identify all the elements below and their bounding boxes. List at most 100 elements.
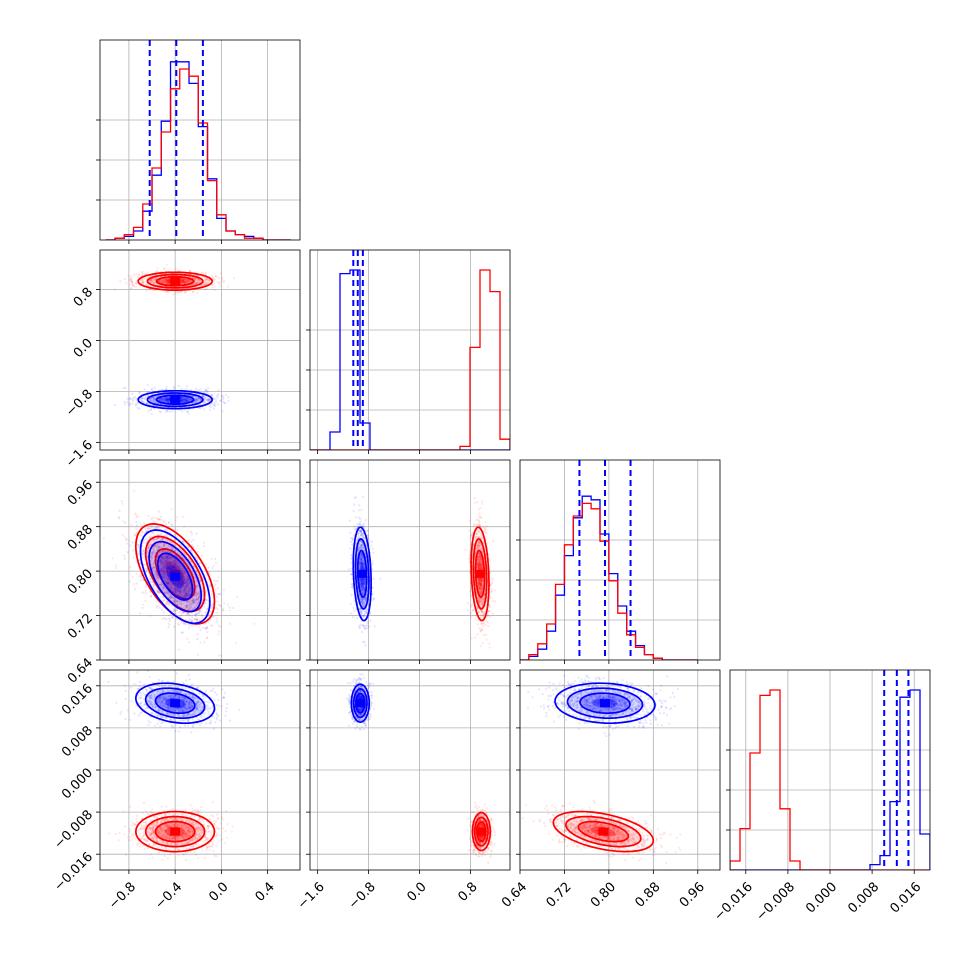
scatter-point	[155, 526, 158, 529]
scatter-point	[161, 281, 164, 284]
scatter-point	[150, 526, 153, 529]
scatter-point	[189, 599, 192, 602]
scatter-point	[163, 566, 166, 569]
scatter-point	[208, 398, 211, 401]
scatter-point	[165, 278, 168, 281]
scatter-point	[142, 280, 145, 283]
scatter-point	[163, 534, 167, 537]
scatter-point	[155, 588, 158, 592]
scatter-point	[134, 396, 137, 399]
scatter-point	[134, 285, 137, 288]
scatter-point	[164, 280, 168, 283]
scatter-point	[146, 550, 149, 553]
scatter-point	[198, 575, 201, 578]
scatter-point	[164, 281, 168, 284]
scatter-point	[196, 612, 199, 615]
scatter-point	[170, 616, 173, 619]
scatter-point	[149, 534, 152, 537]
scatter-point	[165, 396, 168, 399]
scatter-point	[181, 515, 184, 518]
scatter-point	[135, 524, 139, 527]
scatter-point	[182, 281, 185, 284]
scatter-point	[143, 558, 146, 561]
scatter-point	[167, 277, 170, 281]
scatter-point	[173, 385, 176, 389]
scatter-point	[182, 280, 186, 283]
scatter-point	[158, 279, 162, 282]
scatter-point	[187, 279, 190, 282]
scatter-point	[181, 400, 184, 403]
scatter-point	[150, 560, 153, 563]
scatter-point	[163, 398, 166, 401]
scatter-point	[180, 278, 183, 281]
scatter-point	[201, 271, 204, 274]
scatter-point	[174, 267, 177, 270]
scatter-point	[125, 538, 128, 541]
scatter-point	[162, 519, 165, 523]
scatter-point	[166, 399, 169, 402]
scatter-point	[154, 277, 157, 281]
scatter-point	[200, 555, 203, 558]
scatter-point	[211, 286, 214, 289]
scatter-point	[209, 618, 212, 621]
scatter-point	[163, 281, 166, 284]
scatter-point	[209, 398, 212, 401]
scatter-point	[194, 278, 197, 281]
scatter-point	[144, 553, 147, 556]
scatter-point	[196, 618, 199, 622]
scatter-point	[209, 610, 212, 613]
scatter-point	[194, 615, 198, 618]
scatter-point	[162, 611, 165, 614]
scatter-point	[195, 282, 198, 285]
scatter-point	[162, 544, 165, 547]
scatter-point	[156, 267, 159, 270]
scatter-point	[185, 399, 188, 402]
scatter-point	[167, 559, 170, 562]
scatter-point	[185, 397, 188, 401]
scatter-point	[147, 409, 150, 412]
scatter-point	[222, 607, 225, 611]
scatter-point	[162, 570, 165, 573]
scatter-point	[195, 398, 198, 402]
scatter-point	[166, 527, 169, 530]
scatter-point	[165, 278, 168, 281]
density-peak-red	[170, 277, 181, 286]
scatter-point	[203, 401, 206, 404]
scatter-point	[215, 275, 218, 278]
scatter-point	[167, 626, 170, 629]
scatter-point	[166, 277, 169, 280]
scatter-point	[152, 547, 155, 551]
scatter-point	[174, 582, 177, 585]
scatter-point	[182, 575, 185, 578]
scatter-point	[141, 281, 144, 284]
scatter-point	[175, 590, 178, 593]
scatter-point	[182, 278, 185, 282]
scatter-point	[209, 398, 212, 401]
scatter-point	[168, 540, 172, 543]
scatter-point	[151, 531, 154, 535]
scatter-point	[158, 526, 161, 529]
scatter-point	[149, 577, 152, 580]
scatter-point	[177, 587, 180, 590]
scatter-point	[205, 281, 208, 284]
scatter-point	[147, 545, 151, 549]
scatter-point	[171, 565, 174, 568]
scatter-point	[166, 559, 169, 563]
scatter-point	[159, 411, 162, 414]
scatter-point	[347, 568, 350, 571]
scatter-point	[161, 617, 164, 620]
scatter-point	[166, 280, 169, 283]
scatter-point	[184, 388, 187, 391]
scatter-point	[187, 587, 190, 590]
scatter-point	[154, 526, 158, 529]
scatter-point	[164, 398, 168, 401]
scatter-point	[194, 618, 197, 621]
scatter-point	[175, 561, 178, 564]
panel-frame	[309, 249, 511, 451]
scatter-point	[153, 278, 156, 281]
histogram-panel-1	[306, 249, 511, 454]
scatter-point	[134, 404, 137, 407]
scatter-point	[144, 585, 147, 588]
scatter-point	[159, 596, 162, 599]
scatter-point	[177, 611, 180, 614]
